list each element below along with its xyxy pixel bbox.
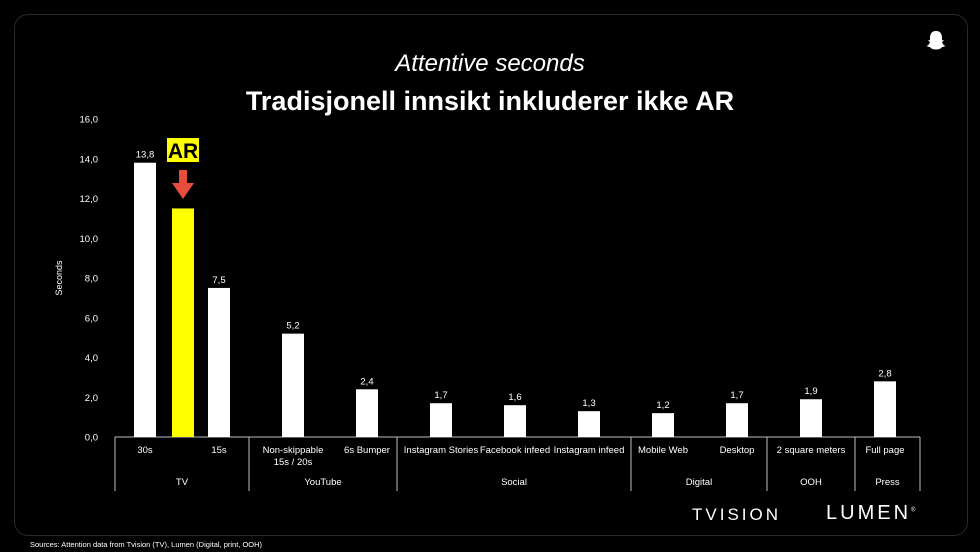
- bar: [800, 399, 822, 437]
- bar: [874, 381, 896, 437]
- bar: [652, 413, 674, 437]
- group-label: Digital: [686, 477, 712, 488]
- group-label: OOH: [800, 477, 822, 488]
- data-label: 7,5: [212, 275, 225, 286]
- y-tick-label: 14,0: [80, 154, 99, 165]
- data-label: 1,7: [730, 390, 743, 401]
- lumen-logo-text: LUMEN: [826, 502, 912, 524]
- data-label: 5,2: [286, 321, 299, 332]
- category-label: Facebook infeed: [480, 445, 550, 456]
- bar: [430, 403, 452, 437]
- category-label: Instagram Stories: [404, 445, 479, 456]
- arrow-shaft: [179, 170, 187, 184]
- bar: [726, 403, 748, 437]
- y-tick-label: 6,0: [85, 313, 98, 324]
- category-label: Mobile Web: [638, 445, 688, 456]
- category-label: 6s Bumper: [344, 445, 390, 456]
- group-label: Press: [875, 477, 900, 488]
- category-label: 15s: [211, 445, 227, 456]
- lumen-logo: LUMEN®: [826, 502, 915, 525]
- ar-label-box: [167, 138, 199, 162]
- data-label: 2,4: [360, 376, 373, 387]
- chart-title: Tradisjonell innsikt inkluderer ikke AR: [245, 86, 735, 116]
- y-tick-label: 10,0: [80, 234, 99, 245]
- y-tick-label: 2,0: [85, 393, 98, 404]
- category-label: Desktop: [720, 445, 755, 456]
- y-tick-label: 4,0: [85, 353, 98, 364]
- y-axis-label: Seconds: [54, 260, 64, 296]
- category-label: 30s: [137, 445, 153, 456]
- ar-label: AR: [168, 140, 198, 163]
- down-arrow-icon: [172, 183, 194, 199]
- bar-highlight: [172, 208, 194, 437]
- y-tick-label: 0,0: [85, 433, 98, 444]
- ghost-icon: [926, 31, 946, 50]
- data-label: 1,7: [434, 390, 447, 401]
- lumen-registered-mark: ®: [911, 507, 916, 514]
- category-label: Full page: [865, 445, 904, 456]
- data-label: 1,6: [508, 392, 521, 403]
- y-tick-label: 12,0: [80, 194, 99, 205]
- bar: [134, 162, 156, 437]
- data-label: 1,9: [804, 386, 817, 397]
- group-label: YouTube: [304, 477, 341, 488]
- data-label: 1,2: [656, 400, 669, 411]
- group-label: Social: [501, 477, 527, 488]
- data-label: 2,8: [878, 368, 891, 379]
- data-label: 13,8: [136, 150, 155, 161]
- group-label: TV: [176, 477, 189, 488]
- bar: [356, 389, 378, 437]
- tvision-logo: TVISION: [692, 505, 781, 525]
- tvision-logo-text: TVISION: [692, 505, 782, 524]
- bar: [504, 405, 526, 437]
- source-note: Sources: Attention data from Tvision (TV…: [30, 540, 263, 549]
- bar: [282, 333, 304, 437]
- data-label: 1,3: [582, 398, 595, 409]
- bar: [208, 287, 230, 437]
- chart-subtitle: Attentive seconds: [395, 50, 585, 77]
- y-tick-label: 16,0: [80, 115, 99, 126]
- category-label: 2 square meters: [777, 445, 846, 456]
- y-tick-label: 8,0: [85, 274, 98, 285]
- category-label: Instagram infeed: [554, 445, 625, 456]
- category-label: Non-skippable 15s / 20s: [263, 445, 324, 468]
- bar: [578, 411, 600, 437]
